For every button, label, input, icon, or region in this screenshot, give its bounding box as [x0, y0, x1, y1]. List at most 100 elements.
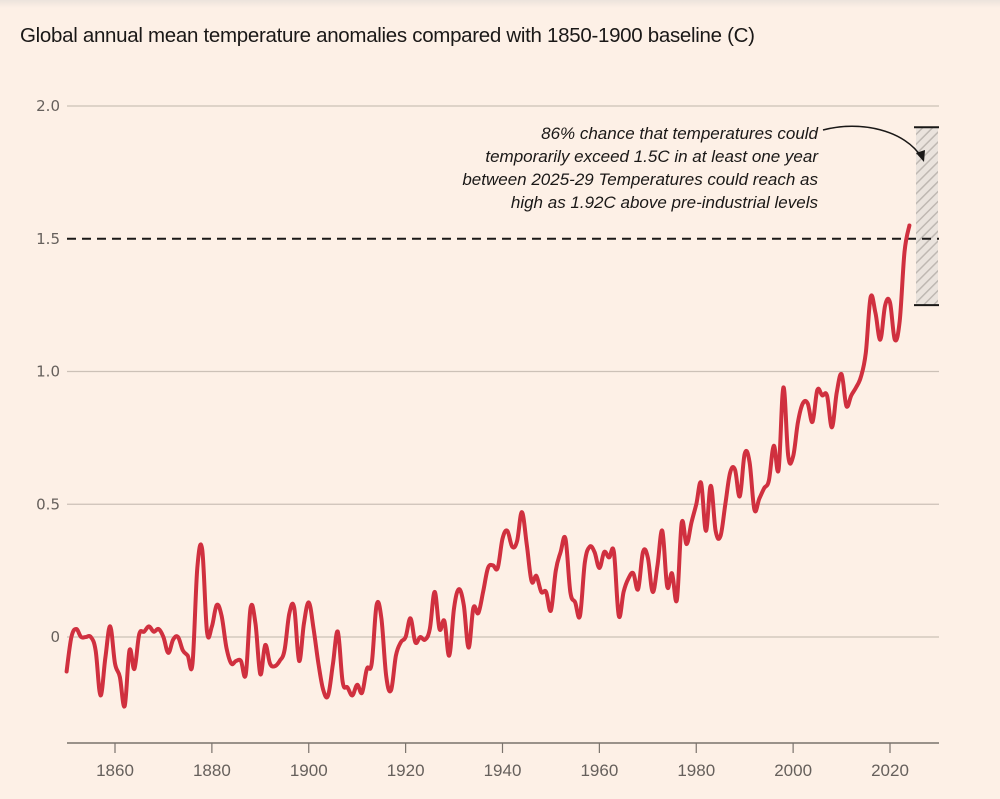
gridlines: [67, 105, 939, 638]
data-point: [467, 646, 471, 650]
data-point: [893, 338, 897, 342]
data-point: [612, 550, 616, 554]
data-point: [249, 606, 253, 610]
data-point: [840, 372, 844, 376]
top-shadow: [0, 0, 1000, 8]
data-point: [215, 603, 219, 607]
data-point: [665, 585, 669, 589]
data-point: [379, 616, 383, 620]
data-point: [520, 510, 524, 514]
data-point: [781, 385, 785, 389]
data-point: [733, 468, 737, 472]
data-point: [539, 590, 543, 594]
data-point: [738, 494, 742, 498]
data-point: [694, 502, 698, 506]
data-point: [98, 693, 102, 697]
data-point: [278, 659, 282, 663]
data-point: [820, 393, 824, 397]
data-point: [447, 654, 451, 658]
data-point: [825, 393, 829, 397]
data-point: [878, 338, 882, 342]
data-point: [181, 648, 185, 652]
data-point: [161, 635, 165, 639]
data-point: [607, 555, 611, 559]
data-point: [888, 300, 892, 304]
data-point: [341, 680, 345, 684]
data-point: [554, 569, 558, 573]
x-tick-label: 1940: [484, 761, 522, 780]
data-point: [210, 624, 214, 628]
series-layer: [64, 223, 912, 709]
data-point: [389, 688, 393, 692]
data-point: [462, 603, 466, 607]
data-point: [844, 404, 848, 408]
data-point: [675, 598, 679, 602]
data-point: [418, 635, 422, 639]
data-point: [346, 685, 350, 689]
data-point: [791, 454, 795, 458]
data-point: [515, 539, 519, 543]
data-point: [65, 670, 69, 674]
data-point: [433, 590, 437, 594]
data-point: [718, 534, 722, 538]
data-point: [743, 452, 747, 456]
annotation-line: 86% chance that temperatures could: [541, 124, 818, 143]
data-point: [835, 391, 839, 395]
data-point: [801, 401, 805, 405]
data-point: [772, 444, 776, 448]
y-tick-label: 1.5: [36, 230, 60, 248]
data-point: [709, 484, 713, 488]
data-point: [297, 659, 301, 663]
data-point: [423, 638, 427, 642]
data-point: [234, 659, 238, 663]
annotation-arrowhead: [916, 150, 925, 162]
data-point: [384, 675, 388, 679]
data-point: [786, 454, 790, 458]
data-point: [94, 648, 98, 652]
data-point: [89, 635, 93, 639]
data-point: [273, 664, 277, 668]
y-tick-label: 2.0: [36, 97, 60, 115]
data-point: [491, 563, 495, 567]
data-point: [176, 635, 180, 639]
data-point: [656, 563, 660, 567]
x-tick-label: 1960: [580, 761, 618, 780]
data-point: [428, 627, 432, 631]
data-point: [636, 587, 640, 591]
data-point: [326, 693, 330, 697]
data-point: [796, 420, 800, 424]
data-point: [631, 571, 635, 575]
data-point: [137, 632, 141, 636]
data-point: [316, 662, 320, 666]
chart-title: Global annual mean temperature anomalies…: [20, 24, 755, 47]
annotation: 86% chance that temperatures could tempor…: [462, 124, 925, 212]
data-point: [220, 614, 224, 618]
data-point: [588, 545, 592, 549]
data-point: [408, 616, 412, 620]
data-point: [171, 638, 175, 642]
data-point: [762, 486, 766, 490]
data-point: [811, 420, 815, 424]
series-line-0: [64, 223, 912, 709]
data-point: [132, 667, 136, 671]
data-point: [331, 662, 335, 666]
annotation-line: high as 1.92C above pre-industrial level…: [511, 193, 819, 212]
data-point: [578, 614, 582, 618]
data-point: [680, 521, 684, 525]
data-point: [244, 672, 248, 676]
data-point: [336, 630, 340, 634]
data-point: [321, 688, 325, 692]
data-point: [442, 619, 446, 623]
data-point: [118, 675, 122, 679]
data-point: [501, 537, 505, 541]
data-point: [258, 672, 262, 676]
data-point: [854, 385, 858, 389]
data-point: [452, 606, 456, 610]
data-point: [350, 693, 354, 697]
data-point: [375, 603, 379, 607]
data-point: [883, 303, 887, 307]
data-point: [626, 577, 630, 581]
data-point: [496, 566, 500, 570]
data-point: [617, 614, 621, 618]
data-point: [108, 624, 112, 628]
